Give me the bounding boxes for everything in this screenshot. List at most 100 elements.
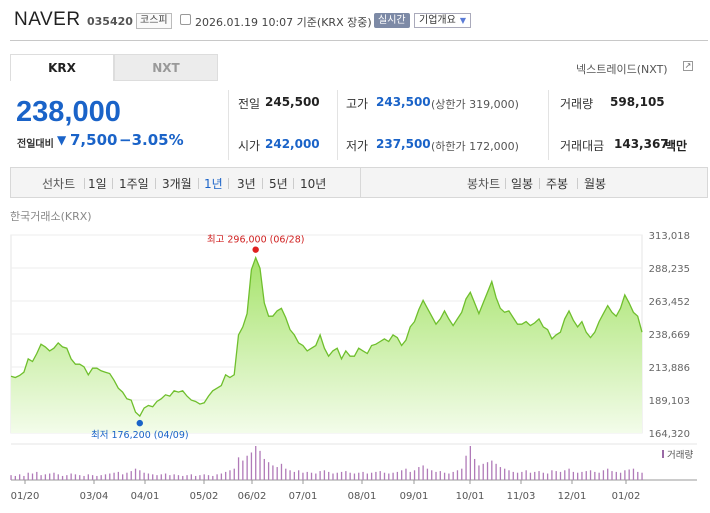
volume-bar bbox=[186, 475, 188, 480]
volume-bar bbox=[194, 475, 197, 480]
volume-bar bbox=[139, 470, 141, 480]
volume-bar bbox=[555, 471, 557, 480]
current-price: 238,000 bbox=[16, 96, 121, 128]
volume-bar bbox=[615, 471, 617, 480]
volume-bar bbox=[461, 468, 463, 480]
low-label: 저가 bbox=[346, 139, 369, 153]
volume-bar bbox=[49, 473, 51, 480]
volume-bar bbox=[589, 470, 592, 480]
volume-bar bbox=[473, 458, 476, 480]
realtime-button[interactable]: 실시간 bbox=[374, 13, 410, 28]
period-10y[interactable]: 10년 bbox=[300, 177, 327, 191]
volume-bar bbox=[79, 475, 81, 480]
price-line bbox=[10, 255, 643, 418]
volume-bar bbox=[259, 450, 261, 480]
volume-bar bbox=[546, 473, 549, 480]
clock-icon bbox=[180, 14, 191, 25]
volume-bar bbox=[23, 475, 25, 480]
volume-bar bbox=[340, 471, 343, 480]
external-link-icon[interactable]: ↗ bbox=[683, 61, 693, 71]
low-value: 237,500 bbox=[376, 137, 431, 151]
volume-bar bbox=[491, 460, 493, 480]
low-marker bbox=[136, 419, 143, 427]
company-overview-dropdown[interactable]: 기업개요 ▼ bbox=[414, 13, 471, 28]
volume-bar bbox=[379, 471, 381, 480]
volume-bar bbox=[594, 471, 596, 480]
volume-bar bbox=[375, 471, 377, 480]
volume-bar bbox=[199, 475, 201, 480]
volume-bar bbox=[40, 475, 42, 480]
candle-chart-label: 봉차트 bbox=[467, 177, 501, 191]
volume-bar bbox=[581, 471, 583, 480]
volume-bar bbox=[96, 475, 98, 480]
x-tick-label: 06/02 bbox=[238, 491, 267, 502]
volume-bar bbox=[465, 455, 467, 480]
period-5y[interactable]: 5년 bbox=[269, 177, 288, 191]
volume-bar bbox=[164, 473, 167, 480]
volume-bar bbox=[624, 470, 626, 480]
y-tick-label: 288,235 bbox=[649, 264, 690, 275]
candle-daily[interactable]: 일봉 bbox=[511, 177, 534, 191]
volume-bar bbox=[529, 472, 532, 480]
volume-bar bbox=[495, 463, 497, 480]
volume-bar bbox=[233, 468, 235, 480]
volume-bar bbox=[585, 471, 587, 480]
volume-bar bbox=[169, 475, 171, 480]
volume-bar bbox=[319, 471, 321, 480]
volume-bar bbox=[396, 471, 399, 480]
low-annotation: 최저 176,200 (04/09) bbox=[91, 430, 189, 441]
volume-bar bbox=[448, 473, 450, 480]
high-annotation: 최고 296,000 (06/28) bbox=[207, 235, 305, 246]
stock-code: 035420 bbox=[87, 15, 133, 28]
volume-bar bbox=[568, 468, 570, 480]
period-1d[interactable]: 1일 bbox=[88, 177, 107, 191]
period-3m[interactable]: 3개월 bbox=[162, 177, 192, 191]
volume-bar bbox=[297, 470, 300, 480]
candle-weekly[interactable]: 주봉 bbox=[546, 177, 569, 191]
tab-krx[interactable]: KRX bbox=[10, 54, 114, 81]
nextrade-link[interactable]: 넥스트레이드(NXT) bbox=[576, 63, 668, 76]
period-toolbar bbox=[10, 167, 708, 198]
volume-bar bbox=[229, 470, 231, 480]
volume-bar bbox=[525, 470, 527, 480]
amount-value: 143,367 bbox=[614, 137, 669, 151]
volume-bar bbox=[431, 470, 433, 480]
x-tick-label: 10/01 bbox=[456, 491, 485, 502]
period-3y[interactable]: 3년 bbox=[237, 177, 256, 191]
divider bbox=[112, 178, 113, 189]
candle-monthly[interactable]: 월봉 bbox=[584, 177, 607, 191]
volume-bar bbox=[182, 475, 184, 480]
volume-bar bbox=[143, 472, 145, 480]
volume-bar bbox=[126, 472, 128, 480]
volume-bar bbox=[637, 471, 639, 480]
divider bbox=[360, 168, 361, 197]
volume-bar bbox=[147, 473, 150, 480]
volume-bar bbox=[512, 471, 514, 480]
volume-bar bbox=[443, 472, 446, 480]
volume-bar bbox=[10, 475, 12, 480]
volume-bar bbox=[61, 475, 64, 480]
tab-nxt[interactable]: NXT bbox=[114, 54, 218, 81]
upper-limit: (상한가 319,000) bbox=[431, 98, 519, 111]
volume-bar bbox=[36, 471, 38, 480]
volume-bar bbox=[220, 473, 223, 480]
volume-bar bbox=[508, 470, 510, 480]
lower-limit: (하한가 172,000) bbox=[431, 140, 519, 153]
volume-bar bbox=[607, 468, 609, 480]
volume-bar bbox=[388, 473, 390, 480]
change-value: 7,500 bbox=[70, 131, 118, 149]
period-1w[interactable]: 1주일 bbox=[119, 177, 149, 191]
volume-bar bbox=[504, 468, 506, 480]
y-tick-label: 213,886 bbox=[649, 363, 690, 374]
volume-bar bbox=[242, 460, 244, 480]
volume-bar bbox=[152, 474, 154, 480]
volume-bar bbox=[280, 463, 283, 480]
volume-bar bbox=[156, 475, 158, 480]
period-1y[interactable]: 1년 bbox=[204, 177, 223, 191]
volume-bar bbox=[160, 474, 162, 480]
volume-bar bbox=[426, 468, 429, 480]
divider bbox=[577, 178, 578, 189]
volume-bar bbox=[435, 471, 437, 480]
volume-bar bbox=[392, 472, 394, 480]
volume-bar bbox=[482, 463, 484, 480]
